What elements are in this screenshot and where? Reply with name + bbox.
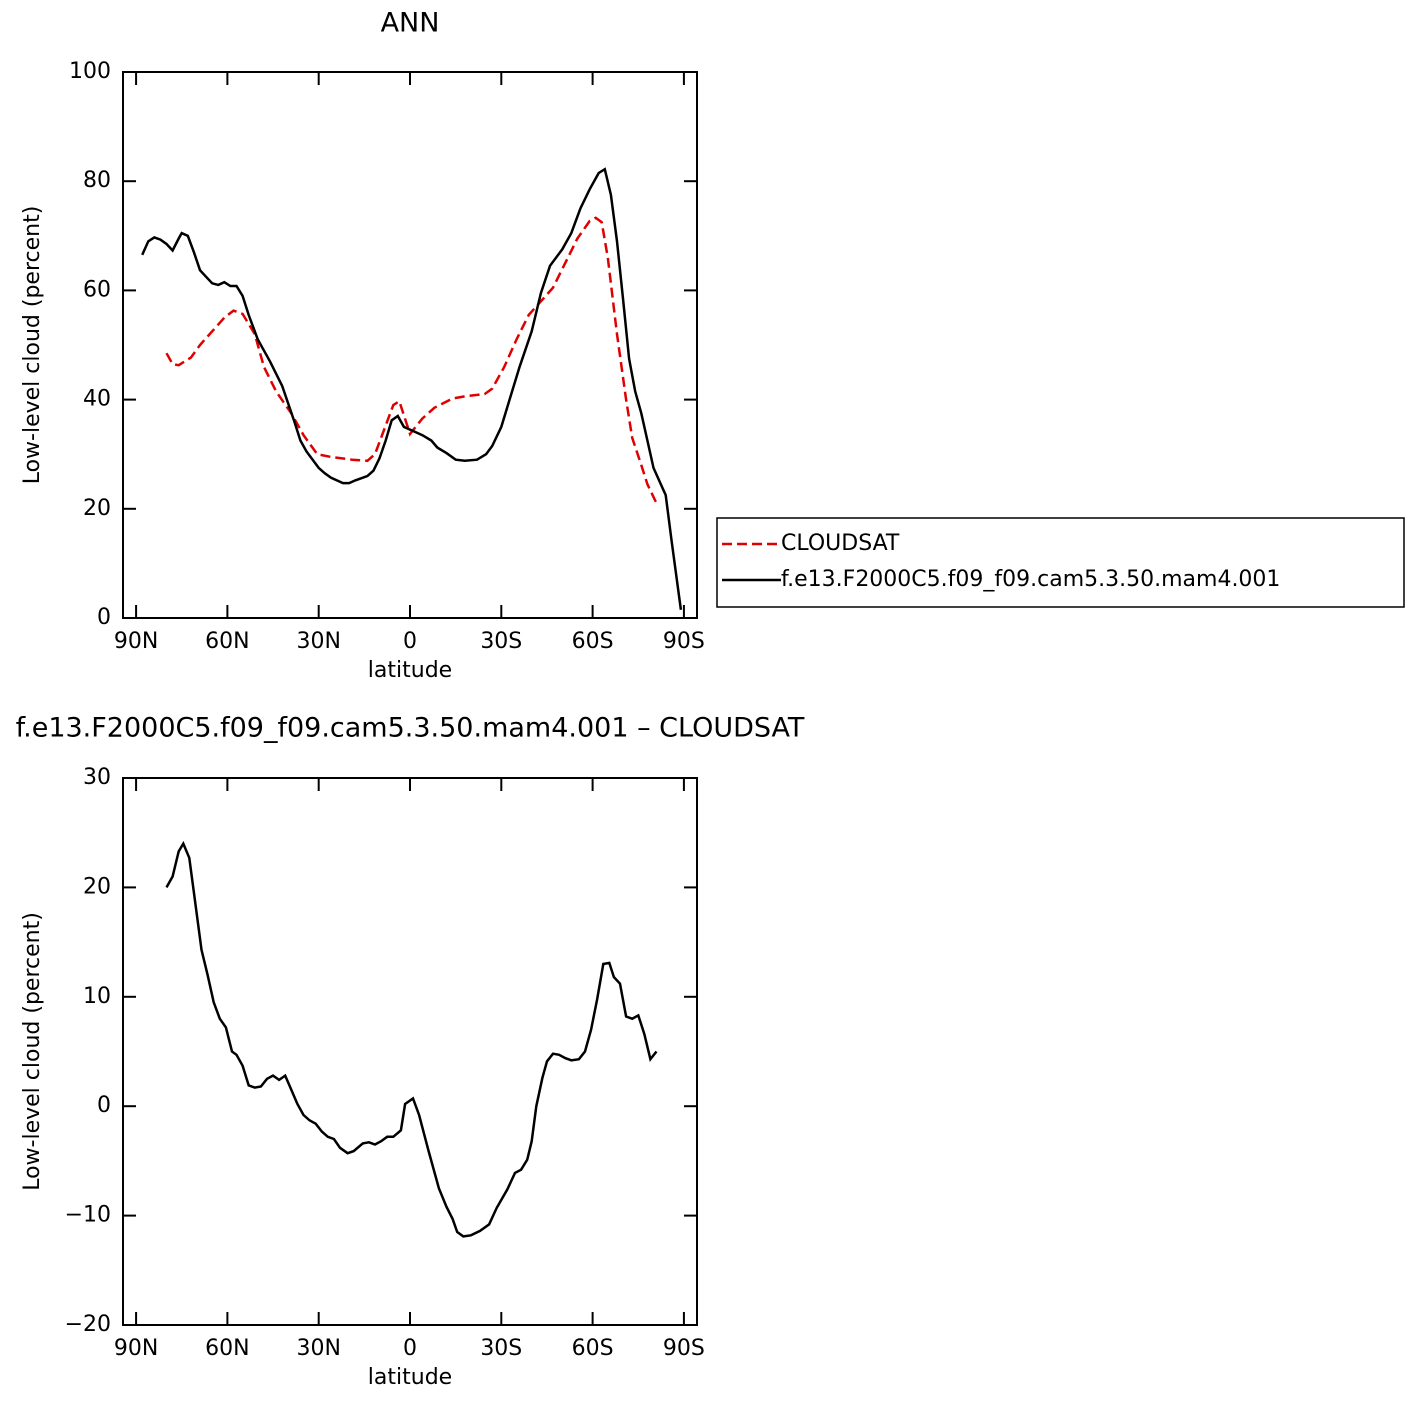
y-tick-label: −20 bbox=[65, 1312, 111, 1337]
data-line bbox=[141, 167, 683, 610]
plot-frame bbox=[122, 777, 698, 1326]
chart-title: f.e13.F2000C5.f09_f09.cam5.3.50.mam4.001… bbox=[16, 713, 805, 744]
y-axis-label: Low-level cloud (percent) bbox=[20, 912, 45, 1191]
x-tick-label: 60N bbox=[205, 629, 249, 654]
x-tick-label: 30N bbox=[296, 629, 340, 654]
data-line bbox=[165, 840, 658, 1238]
y-tick-label: 20 bbox=[83, 874, 111, 899]
x-tick-label: 60N bbox=[205, 1336, 249, 1361]
plot-frame bbox=[122, 71, 698, 619]
x-tick-label: 60S bbox=[572, 1336, 614, 1361]
y-tick-label: 100 bbox=[69, 59, 111, 84]
x-tick-label: 60S bbox=[572, 629, 614, 654]
x-tick-label: 90S bbox=[663, 1336, 705, 1361]
chart-title: ANN bbox=[381, 8, 440, 39]
y-tick-label: 30 bbox=[83, 765, 111, 790]
x-tick-label: 30S bbox=[480, 629, 522, 654]
y-tick-label: 80 bbox=[83, 168, 111, 193]
x-tick-label: 0 bbox=[403, 629, 417, 654]
legend-label: f.e13.F2000C5.f09_f09.cam5.3.50.mam4.001 bbox=[781, 567, 1280, 592]
x-tick-label: 30S bbox=[480, 1336, 522, 1361]
x-tick-label: 90N bbox=[114, 629, 158, 654]
y-tick-label: 40 bbox=[83, 387, 111, 412]
y-axis-label: Low-level cloud (percent) bbox=[20, 206, 45, 485]
y-tick-label: −10 bbox=[65, 1203, 111, 1228]
x-tick-label: 0 bbox=[403, 1336, 417, 1361]
y-tick-label: 60 bbox=[83, 277, 111, 302]
legend-box bbox=[716, 517, 1405, 608]
y-tick-label: 0 bbox=[97, 605, 111, 630]
data-line bbox=[165, 216, 658, 504]
legend-label: CLOUDSAT bbox=[781, 531, 900, 556]
x-tick-label: 90N bbox=[114, 1336, 158, 1361]
x-axis-label: latitude bbox=[368, 658, 452, 683]
y-tick-label: 0 bbox=[97, 1093, 111, 1118]
y-tick-label: 10 bbox=[83, 984, 111, 1009]
x-tick-label: 30N bbox=[296, 1336, 340, 1361]
x-axis-label: latitude bbox=[368, 1365, 452, 1390]
x-tick-label: 90S bbox=[663, 629, 705, 654]
y-tick-label: 20 bbox=[83, 496, 111, 521]
